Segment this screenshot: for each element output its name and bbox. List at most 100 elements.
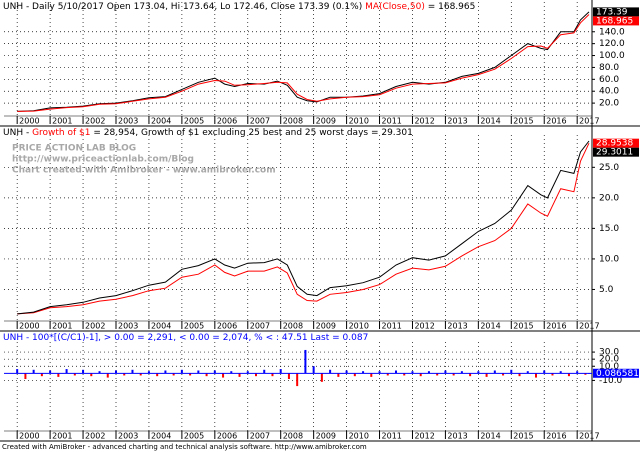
bar (213, 370, 216, 374)
y-tick-label: 120.0 (599, 39, 625, 49)
bar (378, 371, 381, 374)
x-tick-label: 2004 (151, 322, 171, 331)
last-value-box (593, 138, 639, 148)
bar (370, 373, 373, 377)
x-tick-label: 2011 (382, 117, 402, 126)
bar (469, 373, 472, 377)
bar (139, 373, 142, 376)
bar (32, 369, 35, 374)
bar (57, 373, 60, 377)
x-tick-label: 2001 (52, 117, 72, 126)
footer: Created with AmiBroker - advanced charti… (2, 443, 367, 451)
bar (312, 366, 315, 374)
x-tick-label: 2004 (151, 117, 171, 126)
bar (576, 371, 579, 374)
last-value-box (593, 7, 639, 17)
last-value-box (593, 147, 639, 157)
series-line (17, 140, 590, 315)
bar (526, 371, 529, 374)
bar (90, 373, 93, 377)
y-tick-label: 10.0 (599, 362, 619, 372)
bar (131, 369, 134, 374)
x-tick-label: 2008 (283, 432, 303, 441)
bar (82, 369, 85, 374)
bar (559, 371, 562, 374)
x-tick-label: 2007 (250, 117, 270, 126)
x-tick-label: 2003 (118, 322, 138, 331)
x-tick-label: 2016 (546, 432, 566, 441)
x-tick-label: 2014 (480, 322, 500, 331)
y-tick-label: 10.0 (599, 254, 619, 264)
bar (427, 371, 430, 374)
bar (147, 371, 150, 374)
bar (16, 369, 19, 374)
x-tick-label: 2010 (349, 117, 369, 126)
bar (49, 370, 52, 374)
bar (567, 373, 570, 377)
x-tick-label: 2015 (513, 117, 533, 126)
bar (123, 373, 126, 376)
y-tick-label: 140.0 (599, 27, 625, 37)
bar (345, 370, 348, 374)
bar (40, 373, 43, 377)
x-tick-label: 2002 (85, 117, 105, 126)
bar (222, 373, 225, 378)
bar (238, 373, 241, 377)
last-value-label: 29.3011 (596, 148, 633, 158)
bar (320, 373, 323, 382)
x-tick-label: 2007 (250, 432, 270, 441)
pane-title: UNH - 100*[(C/C1)-1], > 0.00 = 2,291, < … (3, 333, 368, 343)
bar (493, 370, 496, 374)
bar (477, 371, 480, 374)
x-tick-label: 2009 (316, 117, 336, 126)
series-line (17, 142, 590, 315)
bar (502, 373, 505, 376)
x-tick-label: 2003 (118, 432, 138, 441)
last-value-label: 173.39 (596, 7, 628, 17)
x-tick-label: 2016 (546, 322, 566, 331)
title-part: = 168.965 (425, 2, 475, 12)
x-tick-label: 2005 (184, 432, 204, 441)
y-tick-label: 20.0 (599, 193, 619, 203)
last-value-label: 168.965 (596, 16, 633, 26)
x-tick-label: 2008 (283, 117, 303, 126)
bar (73, 373, 76, 376)
x-tick-label: 2011 (382, 432, 402, 441)
bar (329, 369, 332, 374)
x-tick-label: 2000 (19, 117, 39, 126)
bar (452, 373, 455, 376)
bar (460, 371, 463, 374)
x-tick-label: 2007 (250, 322, 270, 331)
x-tick-label: 2014 (480, 117, 500, 126)
x-tick-label: 2013 (447, 432, 467, 441)
bar (172, 373, 175, 376)
x-tick-label: 2001 (52, 322, 72, 331)
y-tick-label: 20.0 (599, 99, 619, 109)
y-tick-label: 25.0 (599, 163, 619, 173)
bar (106, 373, 109, 378)
x-tick-label: 2016 (546, 117, 566, 126)
bar (304, 349, 307, 374)
x-tick-label: 2017 (579, 322, 599, 331)
bar (98, 371, 101, 374)
annotation: http://www.priceactionlab.com/Blog (12, 155, 194, 165)
bar (510, 369, 513, 374)
bar (255, 373, 257, 377)
title-part: UNH - Daily 5/10/2017 Open 173.04, Hi 17… (3, 2, 365, 12)
x-tick-label: 2014 (480, 432, 500, 441)
bar (279, 369, 282, 374)
bar (403, 373, 406, 376)
x-tick-label: 2002 (85, 322, 105, 331)
x-tick-label: 2005 (184, 117, 204, 126)
last-value-label: 28.9538 (596, 139, 633, 149)
bar (205, 373, 208, 377)
pane-title: UNH - Daily 5/10/2017 Open 173.04, Hi 17… (3, 2, 475, 12)
bar (230, 371, 233, 374)
x-tick-label: 2008 (283, 322, 303, 331)
x-tick-label: 2000 (19, 322, 39, 331)
last-value-box (593, 16, 639, 26)
x-tick-label: 2006 (217, 322, 237, 331)
annotation: Chart created with Amibroker - www.amibr… (12, 166, 276, 176)
bar (419, 373, 422, 377)
y-tick-label: 20.0 (599, 355, 619, 365)
